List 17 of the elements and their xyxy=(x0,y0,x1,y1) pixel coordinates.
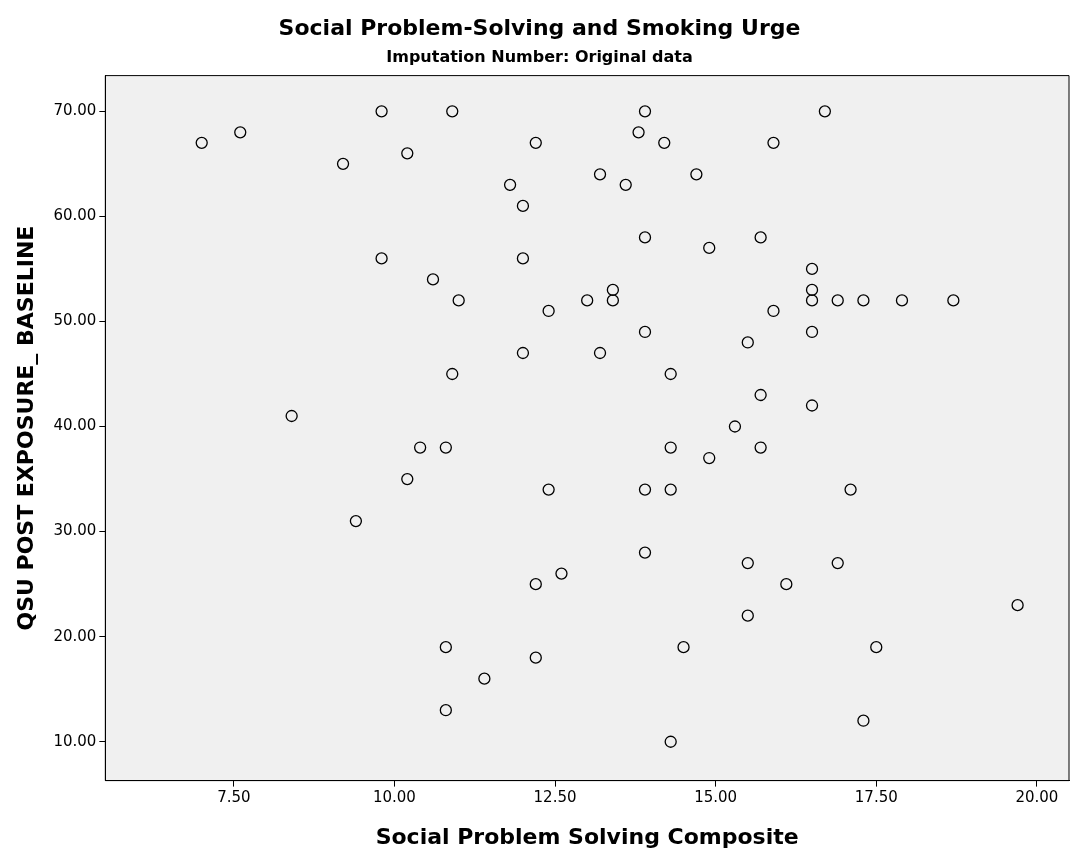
y-tick-label: 40.00 xyxy=(53,416,97,435)
y-tick-label: 50.00 xyxy=(53,311,97,330)
x-tick-label: 10.00 xyxy=(372,788,416,807)
x-axis-title: Social Problem Solving Composite xyxy=(375,823,799,849)
x-tick-label: 15.00 xyxy=(694,788,738,807)
x-tick-label: 20.00 xyxy=(1015,788,1059,807)
x-tick-label: 17.50 xyxy=(854,788,898,807)
y-tick-label: 30.00 xyxy=(53,521,97,540)
y-tick-label: 70.00 xyxy=(53,101,97,120)
x-tick-label: 7.50 xyxy=(217,788,251,807)
x-tick-label: 12.50 xyxy=(533,788,577,807)
y-tick-label: 10.00 xyxy=(53,731,97,750)
y-tick-label: 60.00 xyxy=(53,206,97,225)
y-axis-title: QSU POST EXPOSURE_ BASELINE xyxy=(12,225,38,631)
y-tick-label: 20.00 xyxy=(53,626,97,645)
chart-subtitle: Imputation Number: Original data xyxy=(386,47,693,67)
chart-title: Social Problem-Solving and Smoking Urge xyxy=(278,14,801,40)
